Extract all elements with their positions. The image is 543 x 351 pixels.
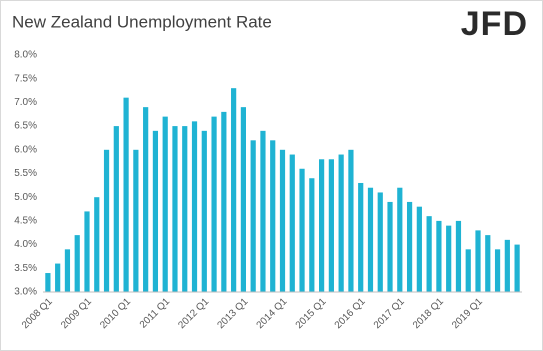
bar — [94, 197, 100, 292]
bar — [240, 107, 246, 292]
y-tick-label: 4.5% — [14, 216, 37, 227]
y-tick-label: 7.5% — [14, 73, 37, 84]
bar — [221, 111, 227, 292]
y-tick-label: 3.0% — [14, 287, 37, 298]
bar — [152, 130, 159, 292]
bar — [172, 126, 178, 292]
y-tick-label: 6.0% — [14, 144, 37, 155]
bar — [84, 211, 90, 292]
bar — [45, 273, 51, 292]
bar — [279, 149, 286, 292]
y-tick-label: 3.5% — [14, 263, 37, 274]
bar — [191, 121, 198, 292]
bar — [416, 206, 422, 292]
bar — [446, 225, 452, 292]
bar — [103, 149, 110, 292]
bar — [162, 116, 168, 293]
bar — [475, 230, 481, 292]
bar — [455, 220, 462, 292]
y-tick-label: 8.0% — [14, 50, 37, 61]
y-tick-label: 7.0% — [14, 97, 37, 108]
bar — [55, 263, 61, 292]
y-tick-label: 4.0% — [14, 239, 37, 250]
bar — [289, 154, 295, 292]
bar — [270, 140, 276, 292]
bar — [123, 97, 129, 292]
bar — [260, 130, 266, 292]
bar — [338, 154, 344, 292]
bar — [250, 140, 256, 292]
bar — [211, 116, 217, 293]
bar — [299, 168, 305, 292]
logo: JFD — [461, 5, 528, 43]
bar — [514, 244, 520, 292]
bar — [64, 249, 71, 292]
bar — [367, 187, 374, 292]
y-tick-label: 5.5% — [14, 168, 37, 179]
bar — [113, 126, 119, 292]
bar — [485, 235, 491, 292]
bar — [328, 159, 334, 292]
y-tick-label: 6.5% — [14, 121, 37, 132]
bar — [387, 201, 393, 292]
bar — [74, 235, 80, 292]
bar — [426, 216, 432, 292]
bar — [494, 249, 501, 292]
bar — [436, 220, 442, 292]
bar — [348, 149, 354, 292]
bar — [201, 130, 207, 292]
y-tick-label: 5.0% — [14, 192, 37, 203]
bar — [504, 239, 510, 292]
bar — [182, 126, 188, 292]
bar — [358, 182, 364, 292]
bar — [231, 88, 237, 293]
bar — [309, 178, 315, 292]
bar — [397, 187, 403, 292]
bar — [319, 159, 325, 292]
bar — [133, 149, 139, 292]
bar — [465, 249, 471, 292]
bar — [143, 107, 149, 292]
bar — [406, 201, 413, 292]
bar — [377, 192, 383, 292]
chart-title: New Zealand Unemployment Rate — [12, 12, 272, 31]
